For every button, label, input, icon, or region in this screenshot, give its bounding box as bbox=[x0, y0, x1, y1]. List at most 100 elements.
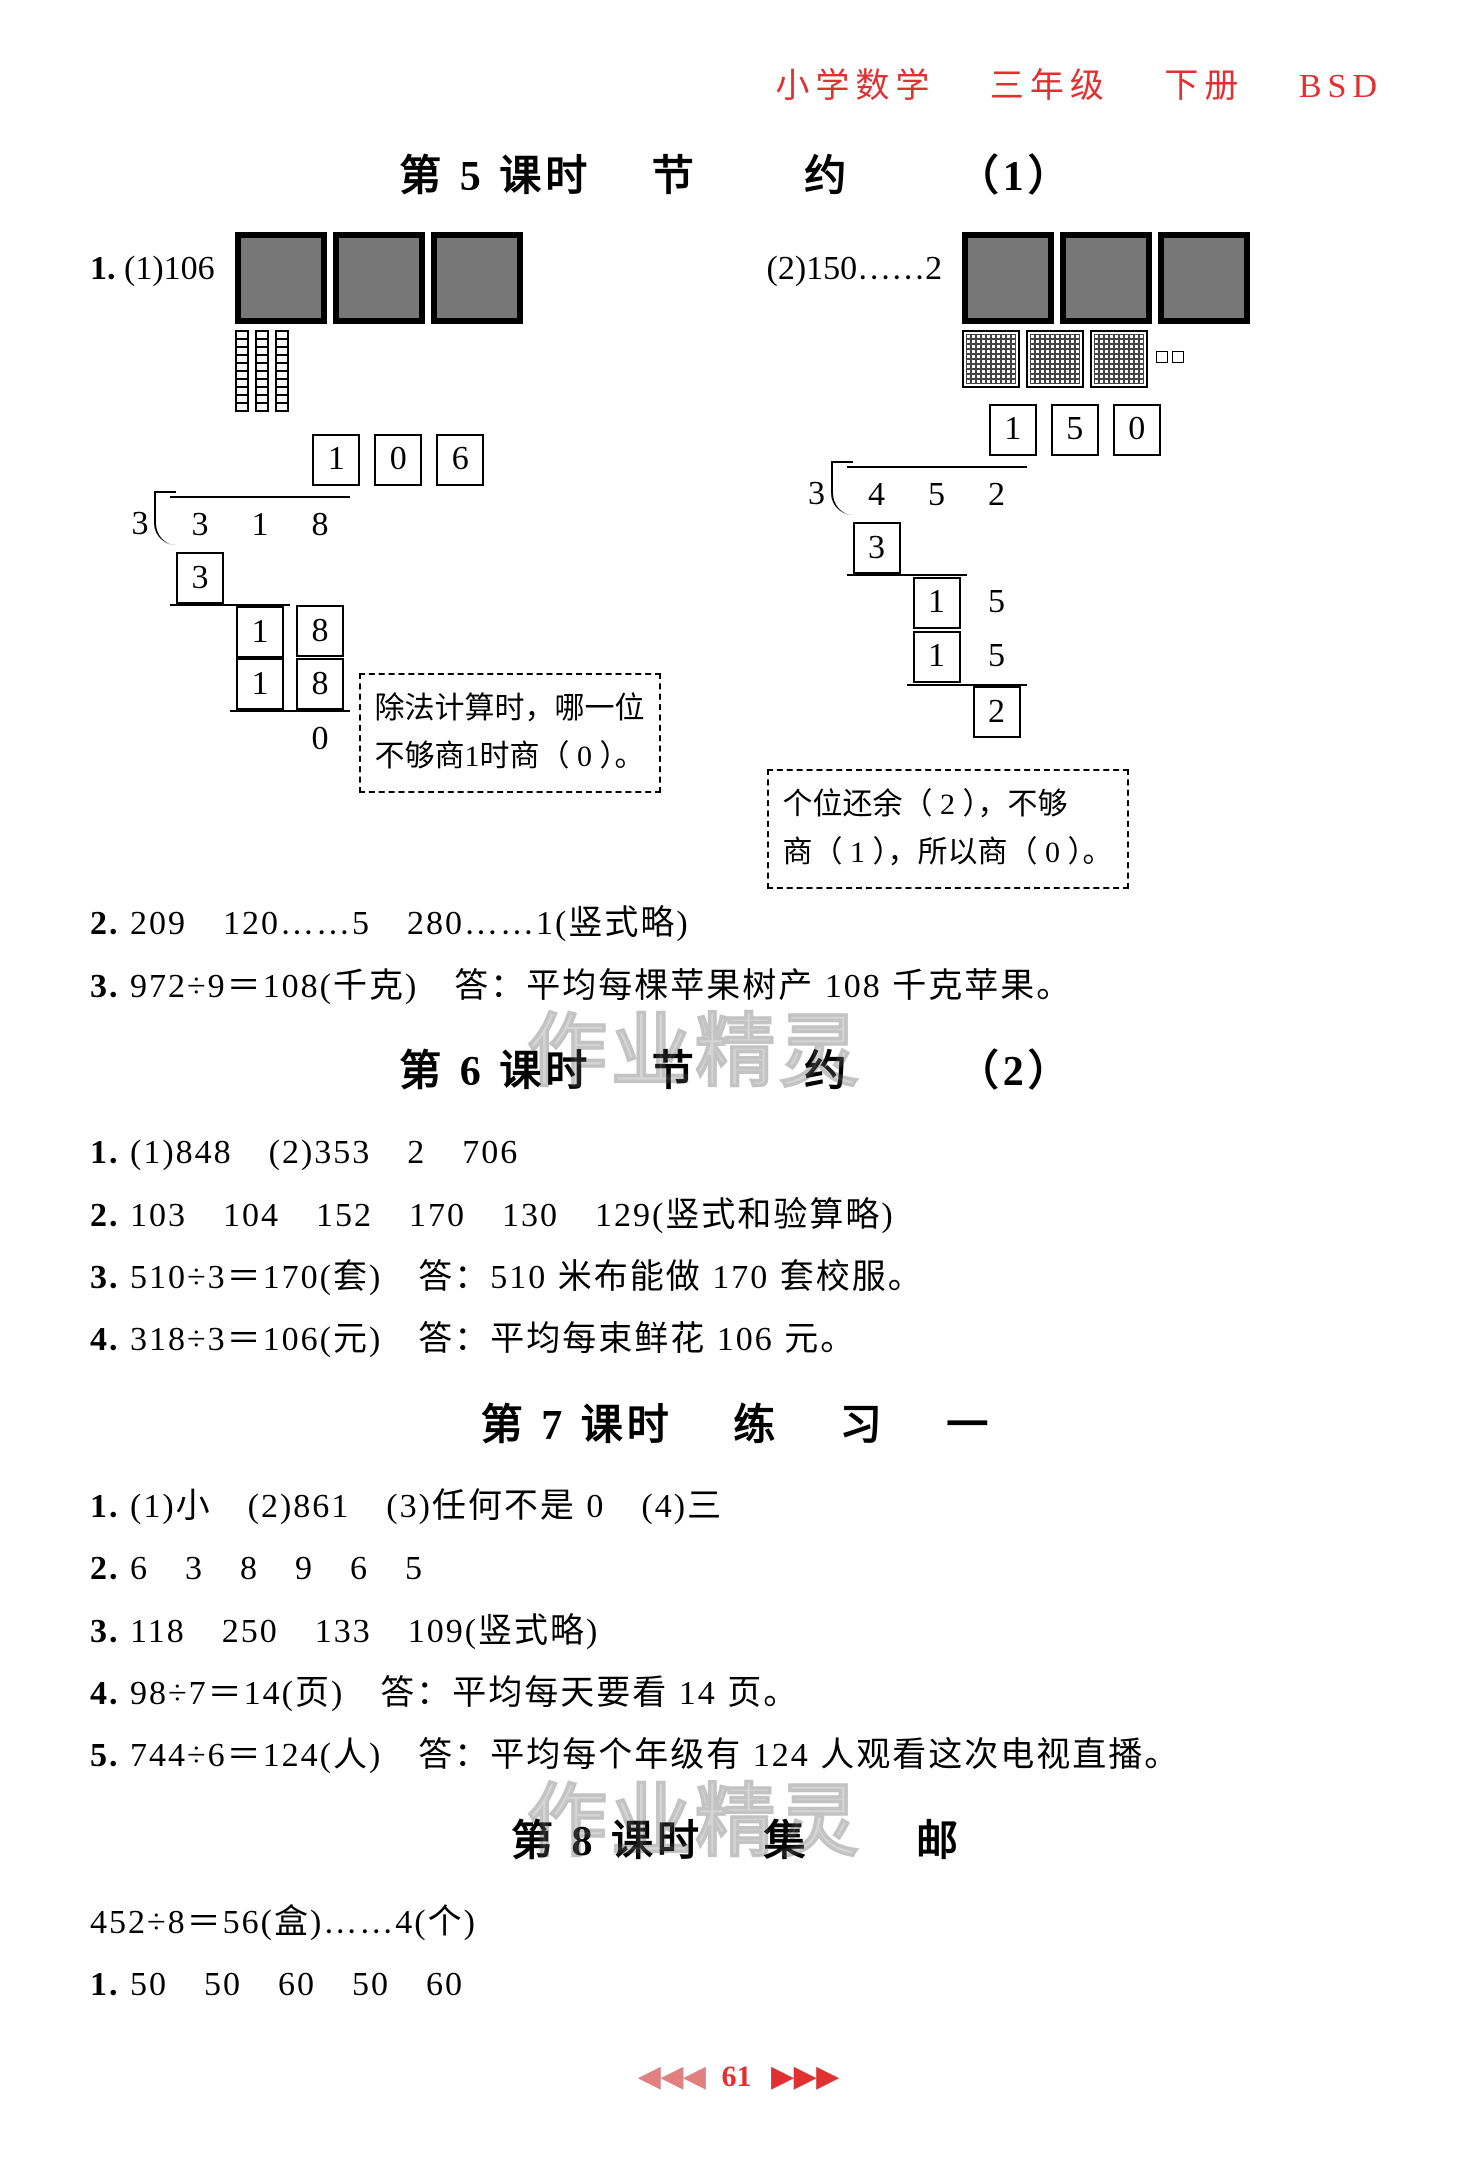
lesson7-title-c: 习 bbox=[840, 1403, 886, 1449]
q1-num: 1. (1)106 bbox=[90, 232, 215, 296]
step-box: 1 bbox=[913, 577, 961, 629]
hundred-grid bbox=[431, 232, 523, 324]
lesson8-title: 作业精灵 第 8 课时 集 邮 bbox=[90, 1809, 1383, 1876]
lesson6-q3: 3. 510÷3＝170(套) 答：510 米布能做 170 套校服。 bbox=[90, 1251, 1383, 1305]
grids-diagram-2 bbox=[962, 232, 1250, 394]
lesson6-q1: 1. (1)848 (2)353 2 706 bbox=[90, 1126, 1383, 1180]
digit-box: 0 bbox=[1113, 404, 1161, 456]
triangle-right-icon: ▶ ▶ ▶ bbox=[771, 2060, 835, 2093]
lesson5-title-d: （1） bbox=[957, 154, 1074, 200]
unit-squares bbox=[1154, 330, 1186, 388]
step-box: 1 bbox=[236, 658, 284, 710]
step-box: 3 bbox=[853, 522, 901, 574]
q-num: 4. bbox=[90, 1675, 120, 1712]
note1-line1: 除法计算时，哪一位 bbox=[375, 685, 645, 733]
note1-line2: 不够商1时商（ 0 ）。 bbox=[375, 733, 645, 781]
lesson8-q1: 1. 50 50 60 50 60 bbox=[90, 1958, 1383, 2012]
step-digit: 5 bbox=[967, 629, 1027, 684]
lesson7-q4: 4. 98÷7＝14(页) 答：平均每天要看 14 页。 bbox=[90, 1667, 1383, 1721]
step-box: 3 bbox=[176, 552, 224, 604]
hundred-grid bbox=[333, 232, 425, 324]
q-num: 3. bbox=[90, 1613, 120, 1650]
q-text: 972÷9＝108(千克) 答：平均每棵苹果树产 108 千克苹果。 bbox=[130, 968, 1072, 1005]
lesson7-q5: 5. 744÷6＝124(人) 答：平均每个年级有 124 人观看这次电视直播。 bbox=[90, 1729, 1383, 1783]
q1-p1-label: (1)106 bbox=[124, 250, 215, 287]
lesson6-q4: 4. 318÷3＝106(元) 答：平均每束鲜花 106 元。 bbox=[90, 1313, 1383, 1367]
q-num: 5. bbox=[90, 1737, 120, 1774]
step-box: 1 bbox=[236, 606, 284, 658]
page-header: 小学数学 三年级 下册 BSD bbox=[90, 60, 1383, 114]
lesson7-title: 第 7 课时 练 习 一 bbox=[90, 1393, 1383, 1460]
lesson6-title-d: （2） bbox=[957, 1049, 1074, 1095]
q-num: 1. bbox=[90, 1134, 120, 1171]
q-text: 103 104 152 170 130 129(竖式和验算略) bbox=[130, 1197, 895, 1234]
digit-box: 5 bbox=[1051, 404, 1099, 456]
step-digit: 5 bbox=[967, 575, 1027, 629]
page-footer: ◀ ◀ ◀ 61 ▶ ▶ ▶ bbox=[90, 2053, 1383, 2101]
note2-line2: 商（ 1 ），所以商（ 0 ）。 bbox=[783, 829, 1113, 877]
step-box: 1 bbox=[913, 631, 961, 683]
ten-bar bbox=[275, 330, 289, 412]
note-box-1: 除法计算时，哪一位 不够商1时商（ 0 ）。 bbox=[359, 673, 661, 793]
lesson5-title-b: 节 bbox=[652, 154, 698, 200]
lesson7-q3: 3. 118 250 133 109(竖式略) bbox=[90, 1605, 1383, 1659]
q-text: 510÷3＝170(套) 答：510 米布能做 170 套校服。 bbox=[130, 1259, 924, 1296]
lesson5-q1-row: 1. (1)106 1 0 6 bbox=[90, 232, 1383, 890]
header-volume: 下册 bbox=[1164, 68, 1244, 105]
digit-box: 0 bbox=[374, 434, 422, 486]
lesson6-q2: 2. 103 104 152 170 130 129(竖式和验算略) bbox=[90, 1189, 1383, 1243]
q-num: 4. bbox=[90, 1321, 120, 1358]
dividend-d: 5 bbox=[907, 467, 967, 522]
q-num: 1. bbox=[90, 1966, 120, 2003]
mini-grid bbox=[962, 330, 1020, 388]
lesson8-title-b: 集 bbox=[763, 1819, 809, 1865]
grids-diagram-1 bbox=[235, 232, 523, 424]
q-text: 50 50 60 50 60 bbox=[130, 1966, 464, 2003]
q-num: 3. bbox=[90, 968, 120, 1005]
lesson5-title-c: 约 bbox=[804, 154, 850, 200]
note-box-2: 个位还余（ 2 ），不够 商（ 1 ），所以商（ 0 ）。 bbox=[767, 769, 1129, 889]
dividend-d: 4 bbox=[847, 467, 907, 522]
lesson6-title: 作业精灵 第 6 课时 节 约 （2） bbox=[90, 1039, 1383, 1106]
lesson6-title-c: 约 bbox=[804, 1049, 850, 1095]
q-text: 118 250 133 109(竖式略) bbox=[130, 1613, 599, 1650]
q-text: 318÷3＝106(元) 答：平均每束鲜花 106 元。 bbox=[130, 1321, 856, 1358]
long-division-1: 3 3 1 8 3 18 18 0 bbox=[110, 496, 350, 767]
lesson5-q3: 3. 972÷9＝108(千克) 答：平均每棵苹果树产 108 千克苹果。 bbox=[90, 960, 1383, 1014]
lesson7-title-d: 一 bbox=[946, 1403, 992, 1449]
dividend-d: 8 bbox=[290, 497, 350, 552]
q-num: 2. bbox=[90, 905, 120, 942]
quotient-boxes-2: 1 5 0 bbox=[767, 404, 1384, 456]
remainder-2: 2 bbox=[973, 686, 1021, 738]
divisor-1: 3 bbox=[132, 505, 149, 542]
lesson5-q2: 2. 209 120……5 280……1(竖式略) bbox=[90, 897, 1383, 951]
q-text: 98÷7＝14(页) 答：平均每天要看 14 页。 bbox=[130, 1675, 799, 1712]
hundred-grid bbox=[1060, 232, 1152, 324]
long-division-2: 3 4 5 2 3 15 15 2 bbox=[787, 466, 1027, 738]
q1-p2-label: (2)150……2 bbox=[767, 232, 943, 296]
lesson8-intro: 452÷8＝56(盒)……4(个) bbox=[90, 1896, 1383, 1950]
q-text: 209 120……5 280……1(竖式略) bbox=[130, 905, 690, 942]
digit-box: 6 bbox=[436, 434, 484, 486]
lesson7-q2: 2. 6 3 8 9 6 5 bbox=[90, 1542, 1383, 1596]
quotient-boxes-1: 1 0 6 bbox=[90, 434, 707, 486]
hundred-grid bbox=[962, 232, 1054, 324]
mini-grid bbox=[1026, 330, 1084, 388]
note2-line1: 个位还余（ 2 ），不够 bbox=[783, 781, 1113, 829]
page-number: 61 bbox=[722, 2060, 752, 2093]
digit-box: 1 bbox=[989, 404, 1037, 456]
divisor-2: 3 bbox=[808, 475, 825, 512]
lesson6-title-b: 节 bbox=[652, 1049, 698, 1095]
lesson5-title-a: 第 5 课时 bbox=[399, 154, 591, 200]
ten-bar bbox=[235, 330, 249, 412]
lesson7-title-a: 第 7 课时 bbox=[481, 1403, 673, 1449]
header-grade: 三年级 bbox=[990, 68, 1110, 105]
digit-box: 1 bbox=[312, 434, 360, 486]
q-num: 1. bbox=[90, 1488, 120, 1525]
mini-grid bbox=[1090, 330, 1148, 388]
q-text: 744÷6＝124(人) 答：平均每个年级有 124 人观看这次电视直播。 bbox=[130, 1737, 1180, 1774]
step-box: 8 bbox=[296, 658, 344, 710]
header-subject: 小学数学 bbox=[775, 68, 935, 105]
lesson5-title: 第 5 课时 节 约 （1） bbox=[90, 144, 1383, 211]
lesson8-title-a: 第 8 课时 bbox=[511, 1819, 703, 1865]
